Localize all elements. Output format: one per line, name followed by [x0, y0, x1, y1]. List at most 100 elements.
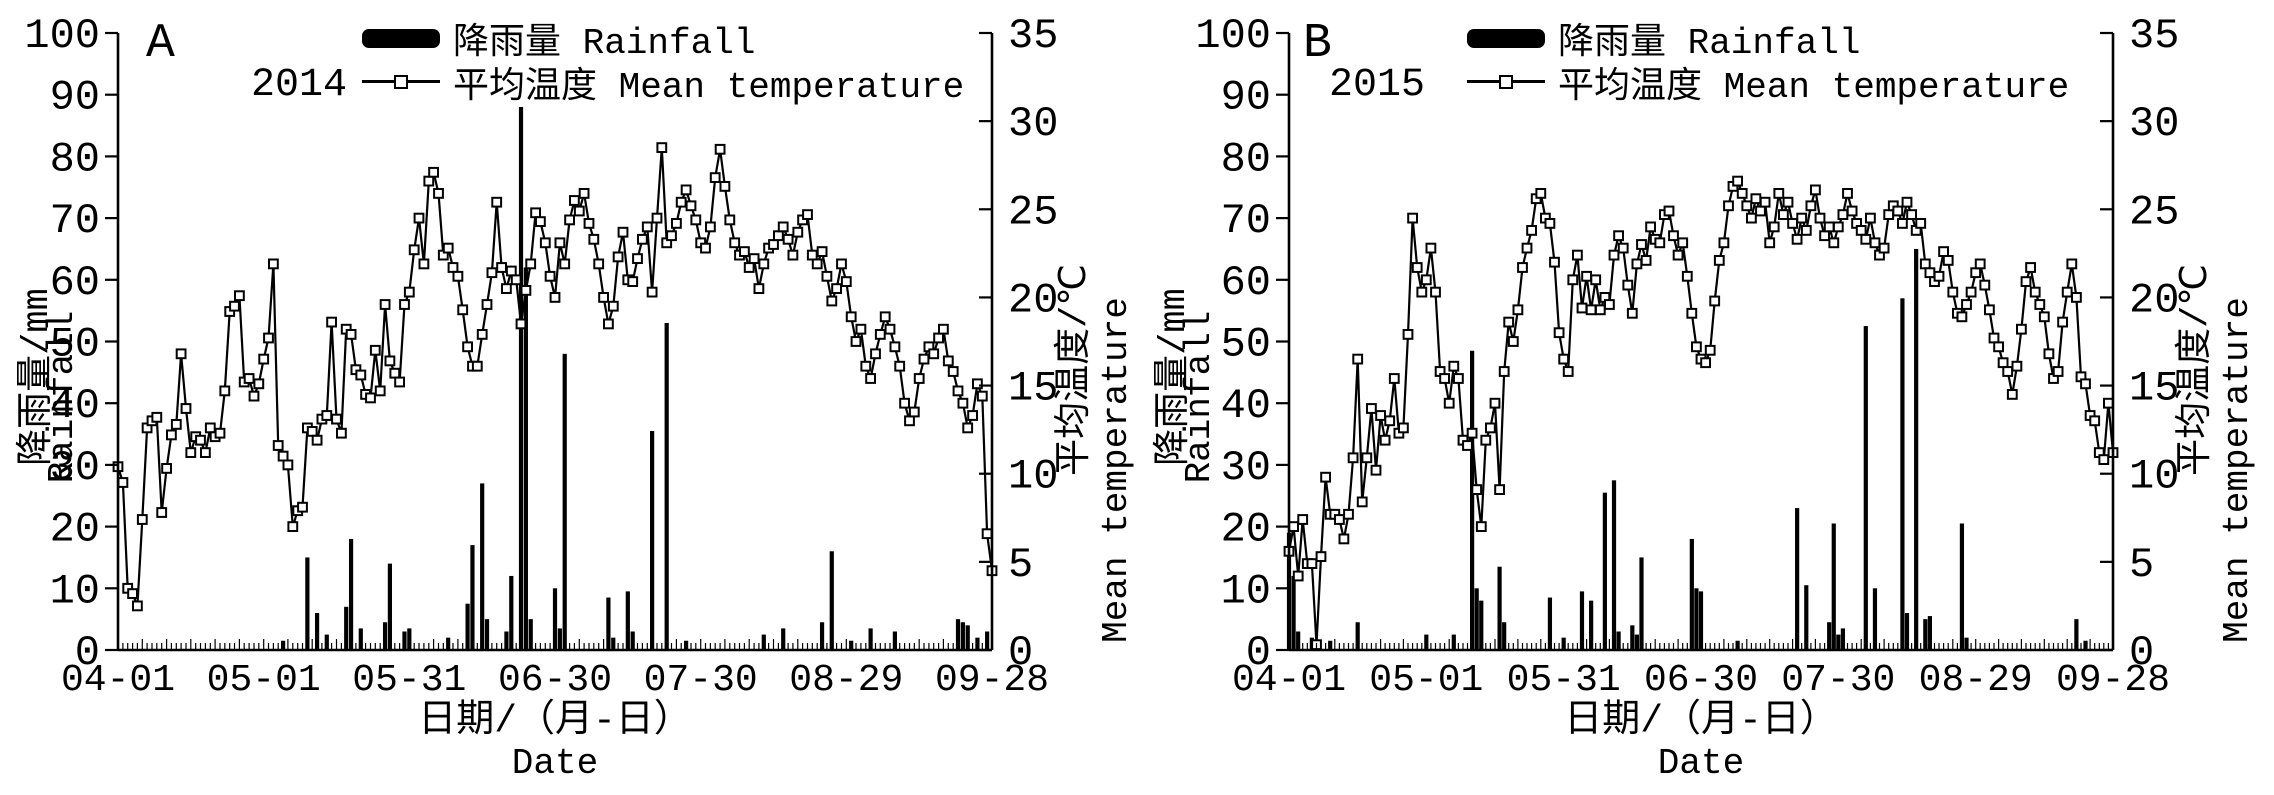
temperature-marker [413, 212, 425, 224]
temperature-marker [928, 348, 940, 360]
temperature-marker [1814, 212, 1826, 224]
temperature-marker [855, 323, 867, 335]
temperature-marker [127, 588, 138, 600]
temperature-marker [1402, 329, 1414, 340]
temperature-marker [1915, 218, 1927, 229]
rain-bar [829, 551, 834, 650]
temperature-marker [1700, 357, 1712, 369]
rain-bar [465, 603, 470, 650]
temperature-marker [214, 427, 226, 439]
rain-bar [1547, 597, 1553, 650]
temperature-marker [1480, 434, 1492, 446]
rain-bar [1927, 616, 1932, 650]
temperature-marker [2071, 292, 2082, 303]
y-left-tick-label: 20 [1221, 506, 1271, 554]
temperature-marker [365, 392, 376, 404]
y-left-tick-label: 0 [1246, 629, 1271, 677]
temperature-marker [282, 459, 294, 471]
temperature-marker [651, 212, 663, 224]
rain-bar [965, 625, 970, 650]
temperature-marker [1993, 341, 2005, 353]
temperature-marker [908, 406, 920, 418]
temperature-marker [2098, 454, 2110, 466]
rain-bar [650, 430, 655, 650]
temperature-marker [156, 507, 168, 518]
temperature-marker [836, 258, 847, 270]
temperature-marker [1906, 209, 1918, 220]
year-label: 2014 [251, 63, 348, 108]
rain-bar [314, 612, 320, 650]
temperature-marker [1819, 230, 1831, 242]
temperature-marker [938, 323, 949, 335]
rain-bar [1497, 566, 1502, 650]
temperature-marker [1448, 360, 1460, 372]
y-right-tick-label: 35 [2129, 12, 2179, 60]
y-right-tick-label: 20 [1008, 276, 1058, 324]
rainfall-legend-label: 降雨量 Rainfall [453, 23, 756, 64]
temperature-marker [1361, 452, 1373, 464]
temperature-marker [840, 276, 852, 288]
temperature-marker [826, 295, 838, 307]
rain-bar [625, 591, 630, 650]
temperature-marker [952, 385, 964, 397]
temperature-marker [1741, 200, 1753, 212]
temperature-marker [248, 390, 260, 402]
temperature-marker [520, 285, 532, 296]
temperature-marker [535, 216, 546, 227]
rain-bar [1694, 588, 1699, 650]
temperature-marker [1485, 422, 1496, 434]
temperature-marker [632, 253, 643, 264]
temperature-line-marker-icon [1467, 72, 1545, 92]
temperature-marker [942, 355, 954, 367]
temperature-marker [1379, 434, 1391, 446]
temperature-marker [539, 237, 551, 249]
temperature-marker [1805, 200, 1817, 212]
panel-2015: 0 10 20 30 40 50 60 70 80 90 100 0 5 10 15 20 25 30 35 04-0… [1137, 0, 2274, 795]
x-tick-label: 05-31 [352, 659, 466, 702]
temperature-marker [481, 299, 493, 310]
rain-bar [1863, 326, 1868, 650]
temperature-marker [748, 253, 760, 264]
temperature-marker [1558, 353, 1570, 365]
rain-bar [1923, 619, 1928, 650]
temperature-marker [1883, 209, 1895, 220]
rain-bar [1904, 612, 1910, 650]
temperature-marker [2020, 276, 2032, 288]
temperature-marker [627, 276, 639, 288]
temperature-marker [1759, 196, 1771, 208]
temperature-marker [1796, 212, 1808, 224]
temperature-marker [671, 218, 682, 229]
temperature-marker [389, 367, 401, 379]
temperature-marker [263, 332, 274, 344]
temperature-marker [1503, 316, 1515, 328]
y-right-tick-label: 35 [1008, 12, 1058, 60]
temperature-marker [845, 311, 857, 323]
rain-bar [470, 545, 475, 650]
y-right-tick-label: 25 [1008, 188, 1058, 236]
temperature-marker [1778, 209, 1789, 220]
temperature-marker [685, 200, 697, 212]
right-axis-title-en: Mean temperature [2217, 297, 2258, 643]
temperature-marker [544, 270, 556, 282]
y-left-tick-label: 70 [50, 197, 100, 245]
temperature-marker [1535, 188, 1547, 199]
temperature-marker [399, 299, 410, 310]
y-right-tick-label: 30 [1008, 100, 1058, 148]
left-axis-title-en: Rainfall [42, 310, 83, 484]
x-axis-title: 日期/（月-日） Date [1289, 700, 2113, 784]
x-tick-label: 08-29 [789, 659, 903, 702]
temperature-marker [957, 397, 969, 409]
temperature-marker [2034, 299, 2046, 310]
temperature-marker [1398, 422, 1409, 434]
temperature-marker [1691, 341, 1702, 353]
temperature-marker [1732, 175, 1744, 187]
temperature-marker [1617, 242, 1629, 254]
temperature-marker [423, 175, 435, 187]
temperature-marker [1347, 452, 1359, 464]
rain-bar [1616, 631, 1621, 650]
temperature-marker [1576, 302, 1588, 314]
temperature-marker [603, 318, 614, 330]
temperature-marker [2080, 378, 2091, 390]
temperature-marker [2038, 311, 2050, 323]
temperature-marker [219, 385, 231, 397]
